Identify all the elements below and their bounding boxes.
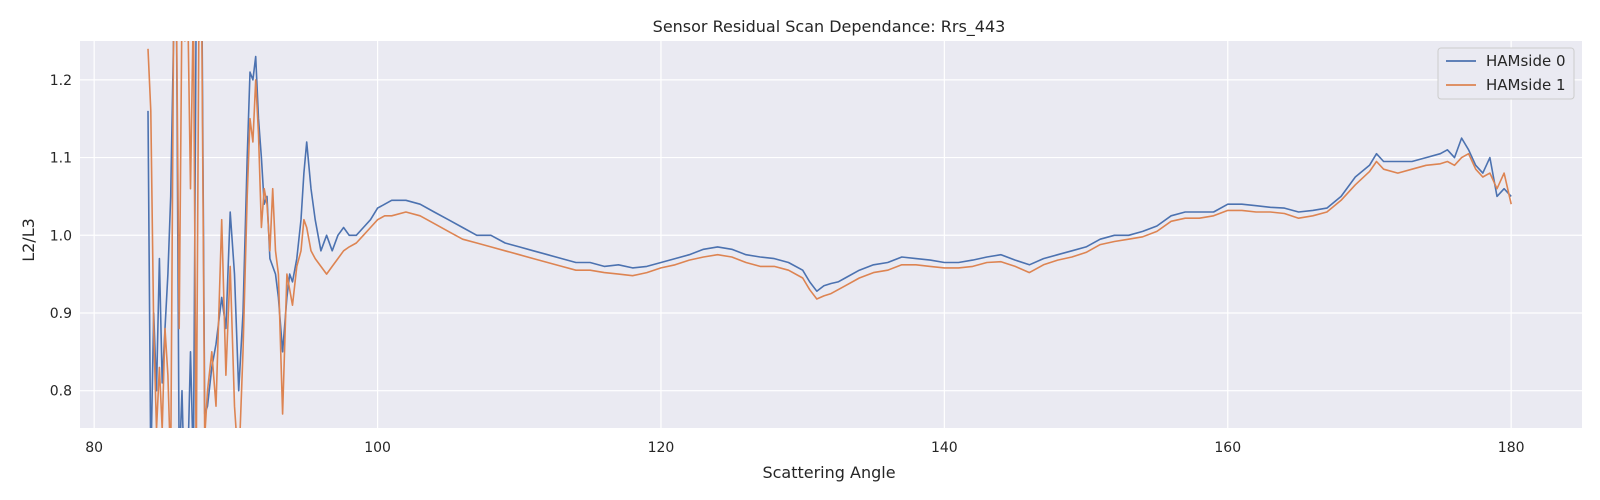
gridlines	[80, 41, 1582, 428]
legend: HAMside 0 HAMside 1	[1437, 47, 1575, 100]
y-tick-label: 0.9	[50, 306, 72, 322]
y-tick-labels: 0.8 0.9 1.0 1.1 1.2	[50, 73, 72, 400]
chart-title: Sensor Residual Scan Dependance: Rrs_443	[653, 17, 1006, 37]
plot-area	[80, 41, 1582, 428]
y-tick-label: 1.0	[50, 228, 72, 244]
legend-label-hamside-0: HAMside 0	[1486, 52, 1566, 70]
series-line-hamside-1	[147, 41, 1512, 428]
x-tick-label: 80	[85, 440, 103, 456]
y-axis-label: L2/L3	[19, 218, 38, 262]
series-line-hamside-0	[147, 41, 1512, 428]
x-tick-labels: 80 100 120 140 160 180	[85, 440, 1524, 456]
legend-label-hamside-1: HAMside 1	[1486, 76, 1566, 94]
x-tick-label: 120	[648, 440, 675, 456]
y-tick-label: 1.1	[50, 151, 72, 167]
y-tick-label: 0.8	[50, 384, 72, 400]
series-lines	[147, 41, 1512, 428]
x-axis-label: Scattering Angle	[762, 463, 895, 482]
x-tick-label: 100	[364, 440, 391, 456]
y-tick-label: 1.2	[50, 73, 72, 89]
x-tick-label: 160	[1214, 440, 1241, 456]
x-tick-label: 180	[1498, 440, 1525, 456]
x-tick-label: 140	[931, 440, 958, 456]
